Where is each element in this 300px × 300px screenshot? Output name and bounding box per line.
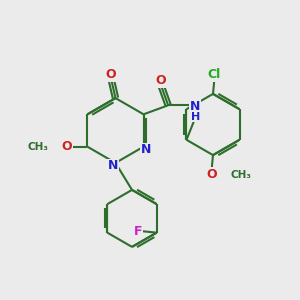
Text: O: O xyxy=(106,68,116,81)
Text: O: O xyxy=(206,168,217,181)
Text: O: O xyxy=(155,74,166,87)
Text: N: N xyxy=(108,159,118,172)
Text: N: N xyxy=(190,100,200,113)
Text: N: N xyxy=(141,143,151,156)
Text: H: H xyxy=(190,112,200,122)
Text: CH₃: CH₃ xyxy=(27,142,48,152)
Text: CH₃: CH₃ xyxy=(230,169,251,180)
Text: O: O xyxy=(62,140,72,153)
Text: Cl: Cl xyxy=(208,68,221,81)
Text: F: F xyxy=(134,225,142,238)
